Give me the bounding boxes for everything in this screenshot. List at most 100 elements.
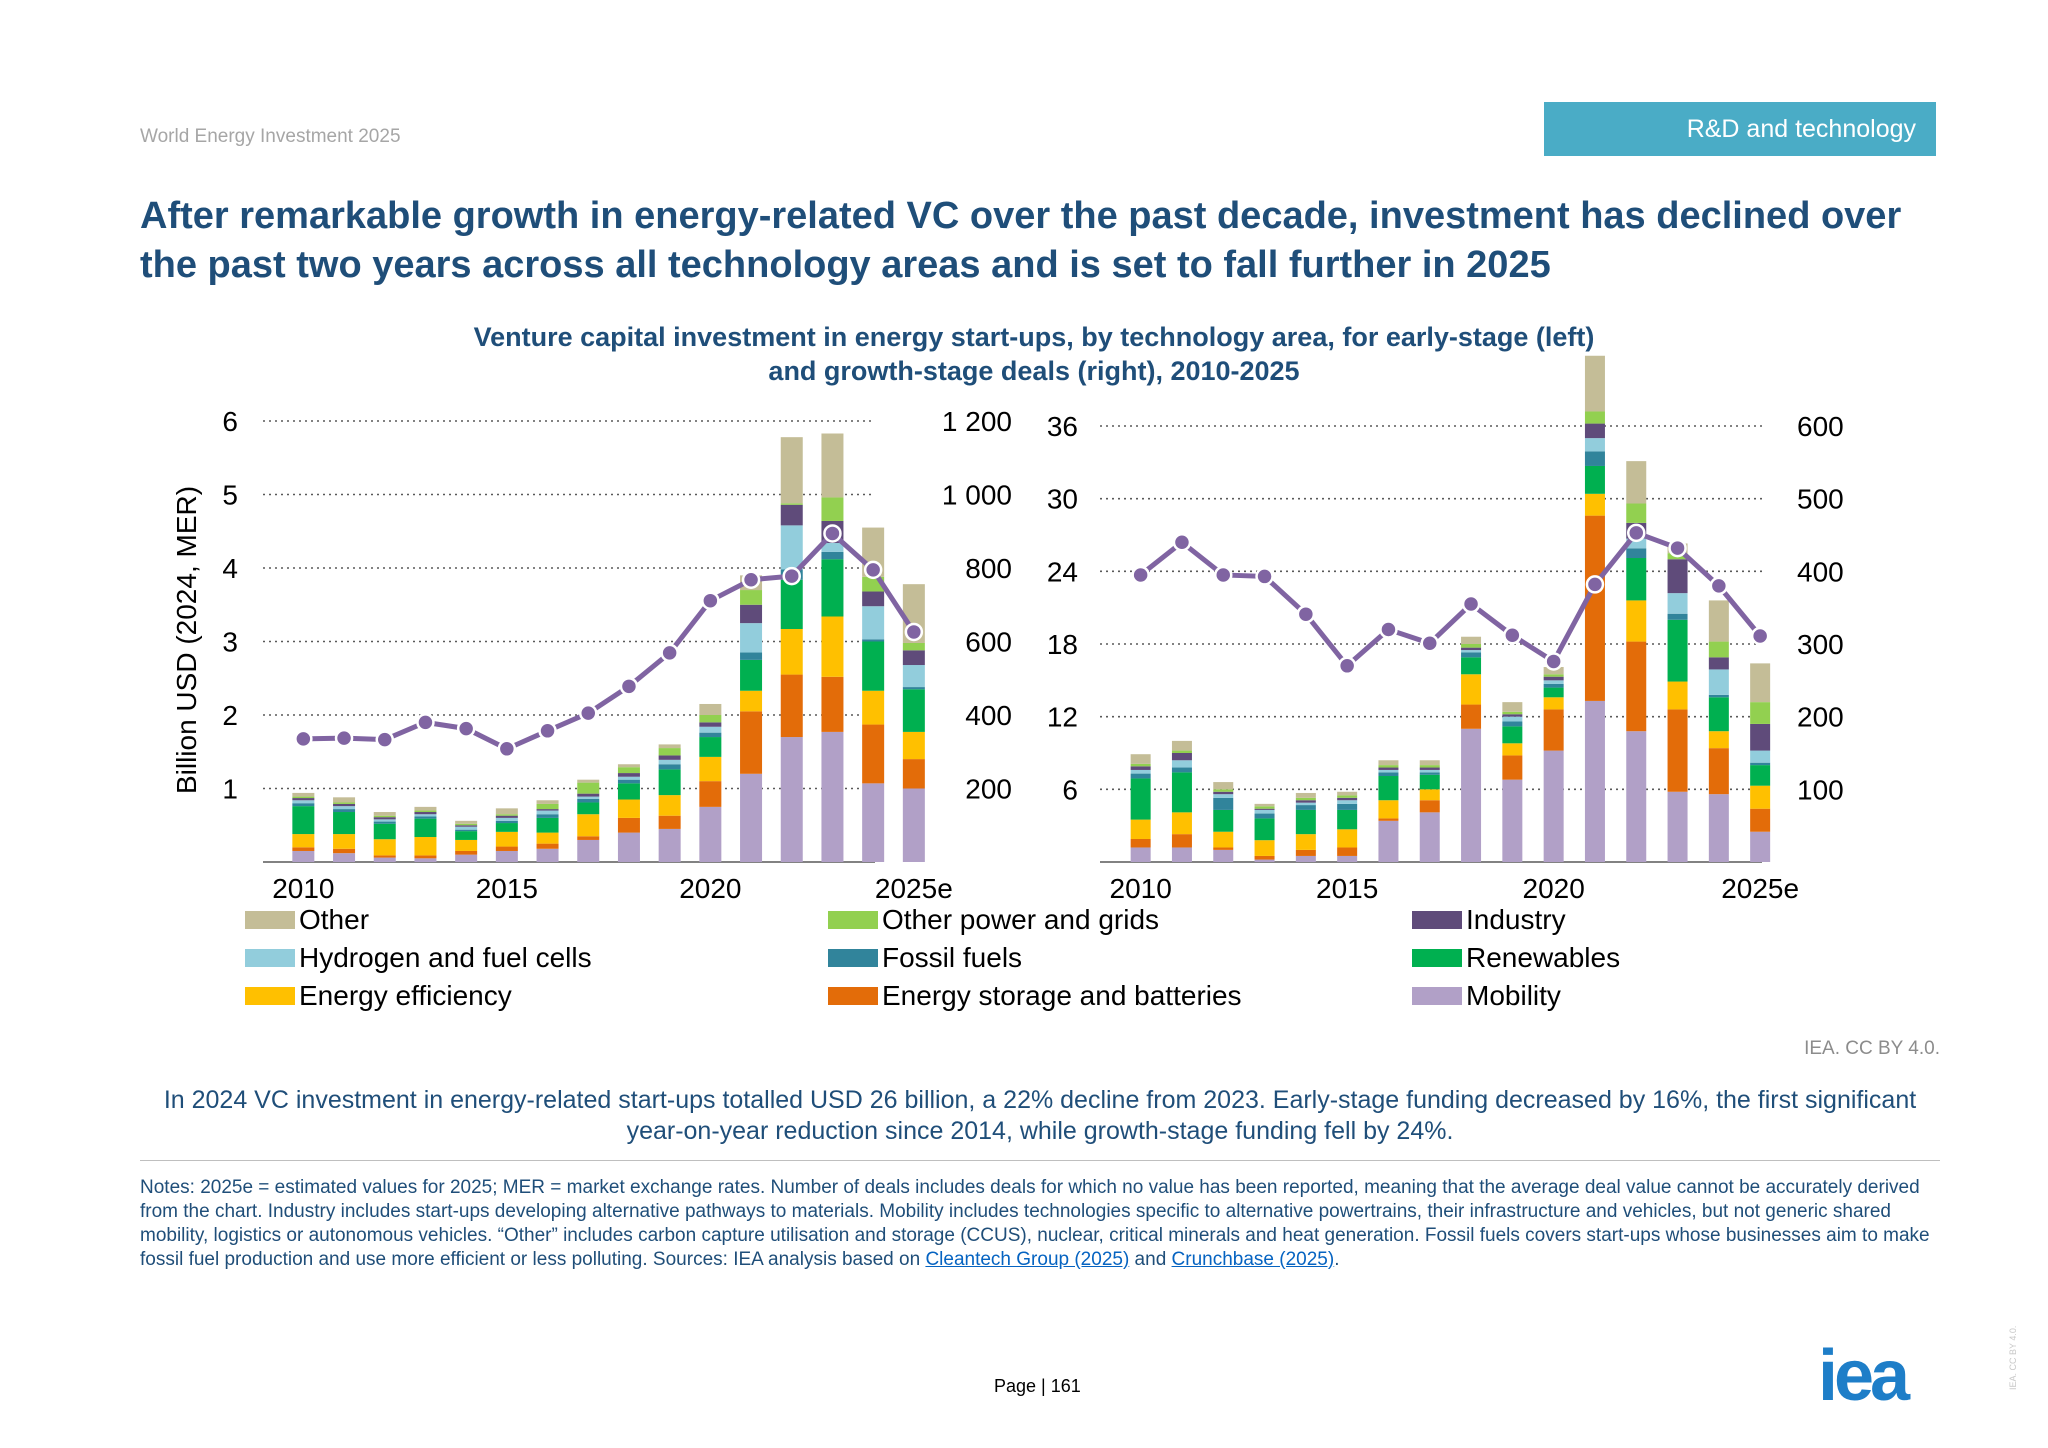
bar-segment-energy-storage-and-batteries <box>1626 641 1647 732</box>
deals-point <box>1379 620 1398 639</box>
bar-segment-energy-efficiency <box>414 837 437 856</box>
x-tick-label: 2010 <box>1110 873 1172 904</box>
bar-segment-other <box>333 797 356 803</box>
bar-segment-industry <box>1667 559 1688 594</box>
bar-segment-mobility <box>536 848 559 862</box>
bar-segment-energy-storage-and-batteries <box>1254 855 1275 860</box>
bar-segment-mobility <box>1130 847 1151 862</box>
bar-segment-industry <box>495 815 518 818</box>
bar-segment-mobility <box>495 850 518 862</box>
bar-segment-energy-efficiency <box>1213 831 1234 848</box>
bar-segment-hydrogen-and-fuel-cells <box>658 759 681 765</box>
x-tick-label: 2015 <box>476 873 538 904</box>
bar-segment-energy-efficiency <box>1337 829 1358 848</box>
bar-segment-renewables <box>414 818 437 838</box>
bar-segment-renewables <box>1750 765 1771 786</box>
deals-point <box>579 703 598 723</box>
bar-segment-other-power-and-grids <box>1461 644 1482 648</box>
bar-segment-other <box>780 437 803 504</box>
bar-segment-renewables <box>1502 726 1523 744</box>
bar-segment-fossil-fuels <box>1750 762 1771 766</box>
bar-segment-energy-storage-and-batteries <box>1130 838 1151 848</box>
bar-segment-other-power-and-grids <box>1708 641 1729 658</box>
bar-segment-other-power-and-grids <box>373 815 396 818</box>
y-tick-label: 24 <box>1047 556 1078 587</box>
bar-segment-fossil-fuels <box>373 821 396 824</box>
bar-segment-energy-storage-and-batteries <box>414 855 437 859</box>
bar-segment-energy-storage-and-batteries <box>902 759 925 789</box>
bar-segment-other-power-and-grids <box>1295 797 1316 801</box>
bar-segment-industry <box>373 817 396 820</box>
bar-segment-renewables <box>1584 465 1605 494</box>
bar-segment-mobility <box>414 858 437 862</box>
deals-point <box>497 739 517 759</box>
bar-segment-renewables <box>373 823 396 840</box>
bar-segment-mobility <box>373 857 396 862</box>
y2-tick-label: 400 <box>965 700 1012 731</box>
bar-segment-fossil-fuels <box>1584 451 1605 466</box>
bar-segment-fossil-fuels <box>740 652 763 660</box>
bar-segment-energy-storage-and-batteries <box>1750 808 1771 832</box>
bar-segment-renewables <box>455 831 478 840</box>
bar-segment-other-power-and-grids <box>780 503 803 505</box>
y2-tick-label: 400 <box>1797 556 1844 587</box>
deals-point <box>334 728 354 748</box>
bar-segment-fossil-fuels <box>577 798 600 803</box>
bar-segment-energy-efficiency <box>333 834 356 849</box>
bar-segment-energy-efficiency <box>617 799 640 818</box>
deals-point <box>294 729 313 749</box>
bar-segment-industry <box>1254 808 1275 810</box>
bar-segment-industry <box>780 504 803 526</box>
bar-segment-energy-efficiency <box>1708 731 1729 749</box>
crunchbase-link[interactable]: Crunchbase (2025) <box>1171 1249 1335 1270</box>
cleantech-link[interactable]: Cleantech Group (2025) <box>925 1249 1130 1270</box>
bar-segment-energy-efficiency <box>740 690 763 712</box>
bar-segment-other <box>1502 702 1523 712</box>
notes-text: Notes: 2025e = estimated values for 2025… <box>140 1177 1930 1270</box>
bar-segment-hydrogen-and-fuel-cells <box>821 543 844 552</box>
bar-segment-other-power-and-grids <box>1254 806 1275 809</box>
y-tick-label: 1 <box>222 774 238 805</box>
bar-segment-fossil-fuels <box>1461 652 1482 658</box>
bar-segment-hydrogen-and-fuel-cells <box>495 817 518 821</box>
deals-point <box>1296 604 1316 624</box>
bar-segment-renewables <box>1171 772 1192 813</box>
bar-segment-hydrogen-and-fuel-cells <box>292 800 315 804</box>
bar-segment-fossil-fuels <box>699 732 722 738</box>
bar-segment-other-power-and-grids <box>740 590 763 605</box>
bar-segment-energy-storage-and-batteries <box>1502 755 1523 780</box>
bar-segment-fossil-fuels <box>617 779 640 784</box>
bar-segment-renewables <box>780 579 803 630</box>
y-tick-label: 18 <box>1047 629 1078 660</box>
bar-segment-energy-efficiency <box>699 756 722 782</box>
bar-segment-energy-storage-and-batteries <box>658 815 681 829</box>
deals-point <box>1585 575 1605 594</box>
bar-segment-mobility <box>658 828 681 862</box>
bar-segment-energy-storage-and-batteries <box>495 846 518 851</box>
bar-segment-energy-storage-and-batteries <box>1667 709 1688 792</box>
bar-segment-renewables <box>1626 558 1647 601</box>
bar-segment-renewables <box>1254 818 1275 841</box>
bar-segment-energy-storage-and-batteries <box>1295 849 1316 856</box>
bar-segment-renewables <box>333 812 356 835</box>
bar-segment-fossil-fuels <box>1502 721 1523 727</box>
bar-segment-other-power-and-grids <box>292 796 315 799</box>
bar-segment-other <box>821 433 844 498</box>
bar-segment-industry <box>1130 766 1151 770</box>
y2-tick-label: 300 <box>1797 629 1844 660</box>
bar-segment-hydrogen-and-fuel-cells <box>1708 669 1729 695</box>
bar-segment-industry <box>1378 767 1399 770</box>
bar-segment-mobility <box>1667 791 1688 862</box>
bar-segment-fossil-fuels <box>1337 803 1358 810</box>
bar-segment-hydrogen-and-fuel-cells <box>1419 769 1440 773</box>
iea-logo: iea <box>1818 1336 1910 1416</box>
bar-segment-industry <box>902 650 925 666</box>
y-tick-label: 30 <box>1047 484 1078 515</box>
bar-segment-hydrogen-and-fuel-cells <box>536 810 559 815</box>
bar-segment-other <box>1461 636 1482 644</box>
bar-segment-industry <box>658 755 681 760</box>
bar-segment-fossil-fuels <box>333 809 356 813</box>
bar-segment-hydrogen-and-fuel-cells <box>1750 750 1771 763</box>
bar-segment-mobility <box>902 788 925 862</box>
bar-segment-fossil-fuels <box>1213 797 1234 810</box>
